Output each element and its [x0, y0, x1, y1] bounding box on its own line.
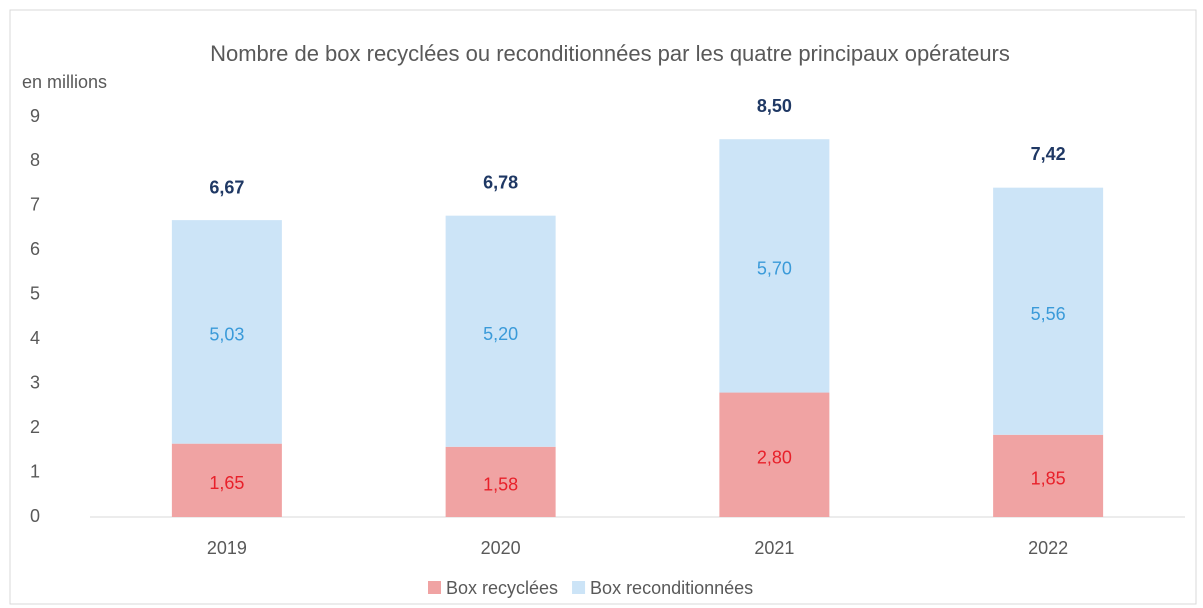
total-label: 8,50 [757, 96, 792, 116]
bar-segment [993, 187, 1104, 435]
y-tick-label: 7 [30, 195, 40, 215]
y-tick-label: 6 [30, 239, 40, 259]
y-tick-label: 9 [30, 106, 40, 126]
y-tick-label: 5 [30, 284, 40, 304]
bar-segment [445, 446, 556, 517]
data-label: 5,20 [483, 324, 518, 344]
data-label: 5,56 [1031, 304, 1066, 324]
data-label: 1,85 [1031, 469, 1066, 489]
bar-segment [719, 139, 830, 393]
data-label: 1,65 [209, 473, 244, 493]
data-label: 5,70 [757, 259, 792, 279]
chart-title: Nombre de box recyclées ou reconditionné… [210, 41, 1010, 66]
y-tick-label: 1 [30, 461, 40, 481]
y-tick-label: 3 [30, 372, 40, 392]
legend-label: Box reconditionnées [590, 578, 753, 598]
bar-segment [993, 434, 1104, 517]
bar-segment [445, 215, 556, 447]
x-tick-label: 2020 [481, 538, 521, 558]
bar-segment [171, 443, 282, 517]
x-tick-label: 2021 [754, 538, 794, 558]
total-label: 6,78 [483, 172, 518, 192]
y-tick-label: 8 [30, 150, 40, 170]
y-tick-label: 0 [30, 506, 40, 526]
total-label: 6,67 [209, 177, 244, 197]
y-tick-label: 2 [30, 417, 40, 437]
y-axis-label: en millions [22, 72, 107, 92]
data-label: 5,03 [209, 325, 244, 345]
x-tick-label: 2019 [207, 538, 247, 558]
chart-border [9, 9, 1197, 605]
x-tick-label: 2022 [1028, 538, 1068, 558]
legend-swatch [572, 581, 586, 594]
bar-segment [719, 392, 830, 517]
data-label: 2,80 [757, 448, 792, 468]
legend-swatch [428, 581, 441, 594]
y-tick-label: 4 [30, 328, 40, 348]
legend-label: Box recyclées [446, 578, 558, 598]
data-label: 1,58 [483, 475, 518, 495]
total-label: 7,42 [1031, 144, 1066, 164]
bar-segment [171, 220, 282, 444]
